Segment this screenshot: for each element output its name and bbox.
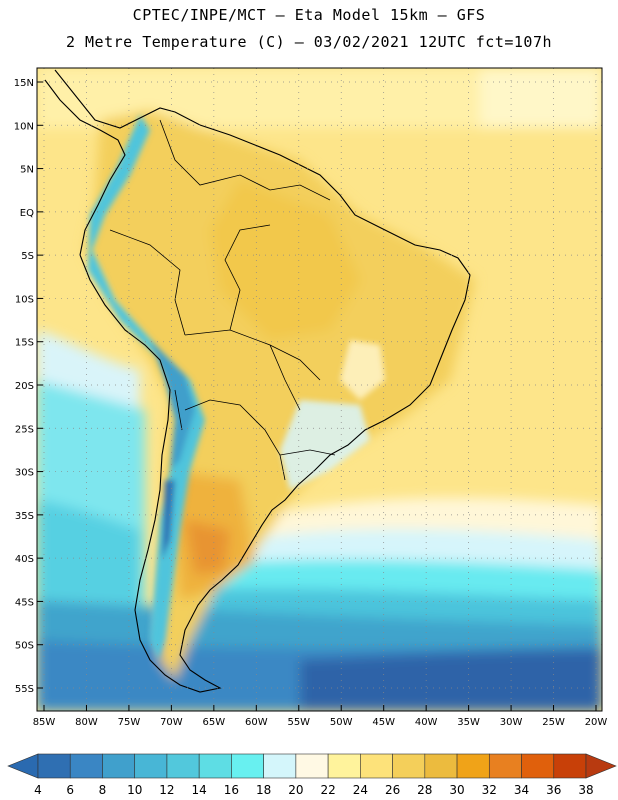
colorbar-bin: [488, 753, 522, 779]
colorbar-tick-label: 16: [224, 783, 239, 797]
colorbar-tick-label: 36: [546, 783, 561, 797]
lat-label: 5S: [21, 251, 34, 262]
colorbar-bin: [166, 753, 200, 779]
country-borders: [109, 119, 336, 481]
colorbar-bin: [456, 753, 490, 779]
lon-label: 55W: [287, 717, 310, 728]
map-panel: [37, 68, 602, 711]
lon-label: 45W: [372, 717, 395, 728]
colorbar-tick-label: 10: [127, 783, 142, 797]
lat-label: 20S: [15, 381, 34, 392]
colorbar-tick-label: 12: [159, 783, 174, 797]
colorbar-bin: [327, 753, 361, 779]
colorbar-tick-label: 18: [256, 783, 271, 797]
colorbar-tick-label: 28: [417, 783, 432, 797]
colorbar-tick-label: 4: [34, 783, 42, 797]
colorbar-bin: [360, 753, 393, 779]
colorbar-tick-label: 22: [320, 783, 335, 797]
lat-label: 40S: [15, 554, 34, 565]
colorbar-tick-label: 6: [66, 783, 74, 797]
lat-label: 10S: [15, 294, 34, 305]
lon-label: 20W: [585, 717, 608, 728]
lon-label: 85W: [33, 717, 56, 728]
colorbar-bin: [295, 753, 329, 779]
lat-label: EQ: [20, 208, 34, 219]
colorbar: [7, 753, 617, 779]
lat-label: 50S: [15, 641, 34, 652]
colorbar-bin: [198, 753, 232, 779]
lon-label: 75W: [118, 717, 141, 728]
colorbar-labels: 4 6 8 10 12 14 16 18 20 22 24 26 28 30 32 34 36 38: [34, 783, 593, 797]
colorbar-bin: [37, 753, 71, 779]
lon-label: 50W: [330, 717, 353, 728]
colorbar-tick-label: 32: [482, 783, 497, 797]
longitude-labels: 85W 80W 75W 70W 65W 60W 55W 50W 45W 40W 35W 30W 25W 2…: [33, 705, 608, 728]
temperature-field: [37, 68, 602, 711]
lat-label: 30S: [15, 468, 34, 479]
colorbar-bin: [102, 753, 136, 779]
colorbar-bin: [521, 753, 555, 779]
map-frame: [36, 67, 603, 712]
lon-label: 35W: [457, 717, 480, 728]
title-line-2: 2 Metre Temperature (C) – 03/02/2021 12U…: [65, 33, 553, 51]
colorbar-bin: [553, 753, 587, 779]
coastline: [44, 69, 471, 693]
lat-label: 45S: [15, 597, 34, 608]
lon-label: 80W: [75, 717, 98, 728]
colorbar-bin: [392, 753, 426, 779]
colorbar-under-arrow: [7, 753, 39, 779]
colorbar-tick-label: 24: [353, 783, 368, 797]
colorbar-bin: [69, 753, 103, 779]
lon-label: 65W: [203, 717, 226, 728]
lon-label: 70W: [160, 717, 183, 728]
colorbar-tick-label: 38: [578, 783, 593, 797]
lat-label: 10N: [14, 121, 34, 132]
colorbar-tick-label: 8: [99, 783, 107, 797]
colorbar-bin: [263, 753, 297, 779]
colorbar-bin: [424, 753, 458, 779]
lat-label: 15N: [14, 78, 34, 89]
colorbar-tick-label: 34: [514, 783, 529, 797]
colorbar-tick-label: 20: [288, 783, 303, 797]
colorbar-tick-label: 14: [192, 783, 207, 797]
lat-label: 5N: [20, 165, 34, 176]
lon-label: 60W: [245, 717, 268, 728]
lat-label: 55S: [15, 684, 34, 695]
colorbar-tick-label: 26: [385, 783, 400, 797]
colorbar-tick-label: 30: [449, 783, 464, 797]
lat-label: 15S: [15, 338, 34, 349]
title-line-1: CPTEC/INPE/MCT – Eta Model 15km – GFS: [132, 6, 486, 24]
graticule: [37, 68, 602, 711]
lon-label: 40W: [415, 717, 438, 728]
lat-label: 25S: [15, 424, 34, 435]
lon-label: 30W: [500, 717, 523, 728]
colorbar-bin: [231, 753, 264, 779]
colorbar-bin: [134, 753, 168, 779]
lon-label: 25W: [542, 717, 565, 728]
colorbar-over-arrow: [585, 753, 617, 779]
lat-label: 35S: [15, 511, 34, 522]
latitude-labels: 15N 10N 5N EQ 5S 10S 15S 20S 25S 30S 35S 40S 45S 50S 5…: [14, 78, 43, 695]
andes-cold-ridge: [88, 115, 385, 660]
